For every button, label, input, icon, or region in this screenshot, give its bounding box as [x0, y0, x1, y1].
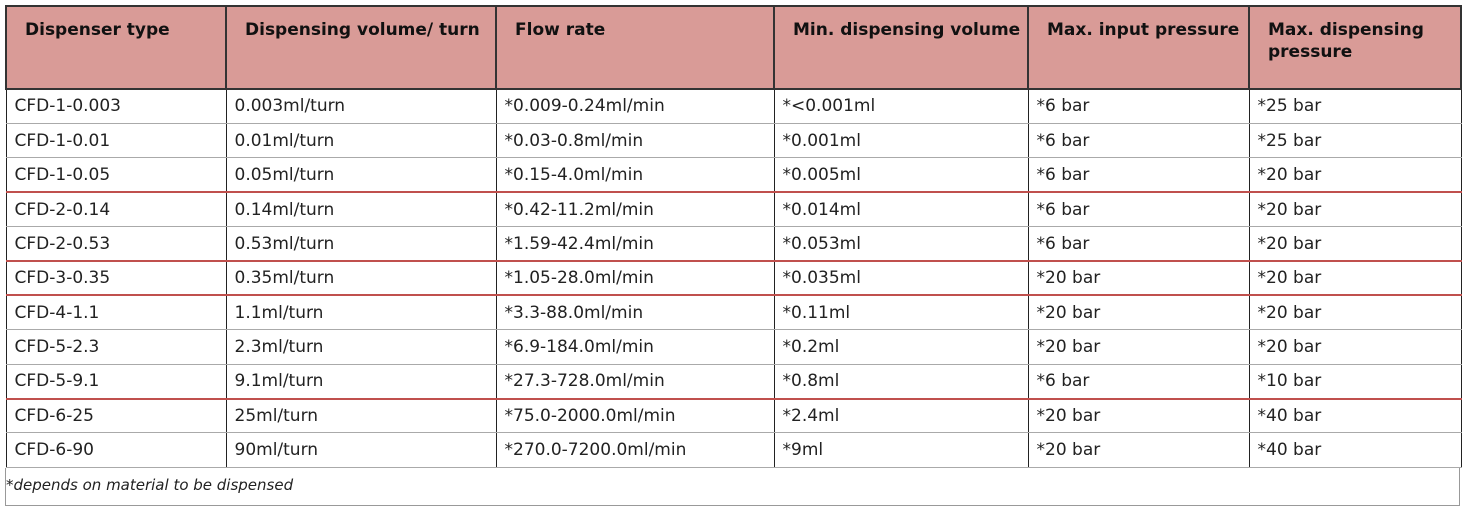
table-cell: *20 bar — [1248, 260, 1462, 297]
table-cell: CFD-1-0.01 — [5, 122, 227, 159]
table-cell: *0.8ml — [773, 363, 1029, 400]
table-cell: *9ml — [773, 432, 1029, 468]
spec-table: Dispenser type Dispensing volume/ turn Flo… — [5, 5, 1462, 468]
header-cell: Max. dispensing pressure — [1248, 5, 1462, 90]
header-cell: Dispensing volume/ turn — [225, 5, 497, 90]
table-cell: *1.59-42.4ml/min — [495, 226, 775, 262]
table-cell: *0.005ml — [773, 157, 1029, 194]
table-cell: CFD-2-0.14 — [5, 191, 227, 228]
table-row: CFD-5-2.3 2.3ml/turn *6.9-184.0ml/min *0.2m… — [5, 329, 1462, 365]
table-cell: *6.9-184.0ml/min — [495, 329, 775, 365]
table-row: CFD-1-0.003 0.003ml/turn *0.009-0.24ml/min… — [5, 88, 1462, 124]
table-cell: CFD-2-0.53 — [5, 226, 227, 262]
table-cell: *27.3-728.0ml/min — [495, 363, 775, 400]
table-cell: *1.05-28.0ml/min — [495, 260, 775, 297]
table-cell: CFD-4-1.1 — [5, 294, 227, 331]
table-cell: CFD-6-25 — [5, 398, 227, 434]
table-cell: *0.11ml — [773, 294, 1029, 331]
table-cell: *20 bar — [1248, 191, 1462, 228]
table-row: CFD-1-0.05 0.05ml/turn *0.15-4.0ml/min *0.0… — [5, 157, 1462, 194]
table-cell: *6 bar — [1027, 157, 1250, 194]
table-cell: *0.053ml — [773, 226, 1029, 262]
table-cell: *10 bar — [1248, 363, 1462, 400]
table-cell: 0.003ml/turn — [225, 88, 497, 124]
table-cell: *25 bar — [1248, 88, 1462, 124]
table-cell: *0.014ml — [773, 191, 1029, 228]
table-cell: *0.42-11.2ml/min — [495, 191, 775, 228]
table-cell: *40 bar — [1248, 432, 1462, 468]
header-cell: Min. dispensing volume — [773, 5, 1029, 90]
table-cell: 0.53ml/turn — [225, 226, 497, 262]
table-cell: *40 bar — [1248, 398, 1462, 434]
table-cell: 0.14ml/turn — [225, 191, 497, 228]
table-cell: *20 bar — [1027, 398, 1250, 434]
table-cell: *<0.001ml — [773, 88, 1029, 124]
table-cell: *0.035ml — [773, 260, 1029, 297]
table-cell: *0.009-0.24ml/min — [495, 88, 775, 124]
table-cell: CFD-3-0.35 — [5, 260, 227, 297]
table-cell: *6 bar — [1027, 191, 1250, 228]
table-cell: *20 bar — [1248, 157, 1462, 194]
table-cell: CFD-1-0.05 — [5, 157, 227, 194]
footnote: *depends on material to be dispensed — [5, 467, 1460, 506]
table-cell: *6 bar — [1027, 363, 1250, 400]
table-row: CFD-5-9.1 9.1ml/turn *27.3-728.0ml/min *0.8… — [5, 363, 1462, 400]
table-cell: 2.3ml/turn — [225, 329, 497, 365]
table-cell: *0.2ml — [773, 329, 1029, 365]
table-cell: *0.001ml — [773, 122, 1029, 159]
table-cell: *20 bar — [1027, 260, 1250, 297]
table-cell: *20 bar — [1248, 329, 1462, 365]
table-cell: 1.1ml/turn — [225, 294, 497, 331]
table-cell: *20 bar — [1248, 226, 1462, 262]
table-cell: 0.05ml/turn — [225, 157, 497, 194]
table-cell: *270.0-7200.0ml/min — [495, 432, 775, 468]
table-row: CFD-2-0.14 0.14ml/turn *0.42-11.2ml/min *0.… — [5, 191, 1462, 228]
table-cell: 90ml/turn — [225, 432, 497, 468]
table-cell: 0.01ml/turn — [225, 122, 497, 159]
table-cell: *6 bar — [1027, 226, 1250, 262]
header-cell: Flow rate — [495, 5, 775, 90]
table-row: CFD-3-0.35 0.35ml/turn *1.05-28.0ml/min *0.… — [5, 260, 1462, 297]
header-cell: Max. input pressure — [1027, 5, 1250, 90]
table-cell: CFD-1-0.003 — [5, 88, 227, 124]
table-cell: *6 bar — [1027, 122, 1250, 159]
table-container: Dispenser type Dispensing volume/ turn Flo… — [5, 5, 1462, 506]
table-cell: *6 bar — [1027, 88, 1250, 124]
header-row: Dispenser type Dispensing volume/ turn Flo… — [5, 5, 1462, 90]
table-cell: *0.15-4.0ml/min — [495, 157, 775, 194]
table-cell: *20 bar — [1027, 432, 1250, 468]
table-body: CFD-1-0.003 0.003ml/turn *0.009-0.24ml/min… — [5, 88, 1462, 468]
table-cell: 9.1ml/turn — [225, 363, 497, 400]
table-cell: 0.35ml/turn — [225, 260, 497, 297]
table-row: CFD-1-0.01 0.01ml/turn *0.03-0.8ml/min *0.0… — [5, 122, 1462, 159]
table-cell: *20 bar — [1027, 294, 1250, 331]
table-cell: *20 bar — [1248, 294, 1462, 331]
table-cell: CFD-6-90 — [5, 432, 227, 468]
table-cell: *2.4ml — [773, 398, 1029, 434]
table-cell: *25 bar — [1248, 122, 1462, 159]
table-cell: *20 bar — [1027, 329, 1250, 365]
table-row: CFD-6-90 90ml/turn *270.0-7200.0ml/min *9ml… — [5, 432, 1462, 468]
table-cell: *75.0-2000.0ml/min — [495, 398, 775, 434]
table-cell: *0.03-0.8ml/min — [495, 122, 775, 159]
table-cell: CFD-5-9.1 — [5, 363, 227, 400]
table-row: CFD-6-25 25ml/turn *75.0-2000.0ml/min *2.4m… — [5, 398, 1462, 434]
table-row: CFD-2-0.53 0.53ml/turn *1.59-42.4ml/min *0.… — [5, 226, 1462, 262]
table-cell: *3.3-88.0ml/min — [495, 294, 775, 331]
table-row: CFD-4-1.1 1.1ml/turn *3.3-88.0ml/min *0.11m… — [5, 294, 1462, 331]
table-cell: 25ml/turn — [225, 398, 497, 434]
table-cell: CFD-5-2.3 — [5, 329, 227, 365]
header-cell: Dispenser type — [5, 5, 227, 90]
